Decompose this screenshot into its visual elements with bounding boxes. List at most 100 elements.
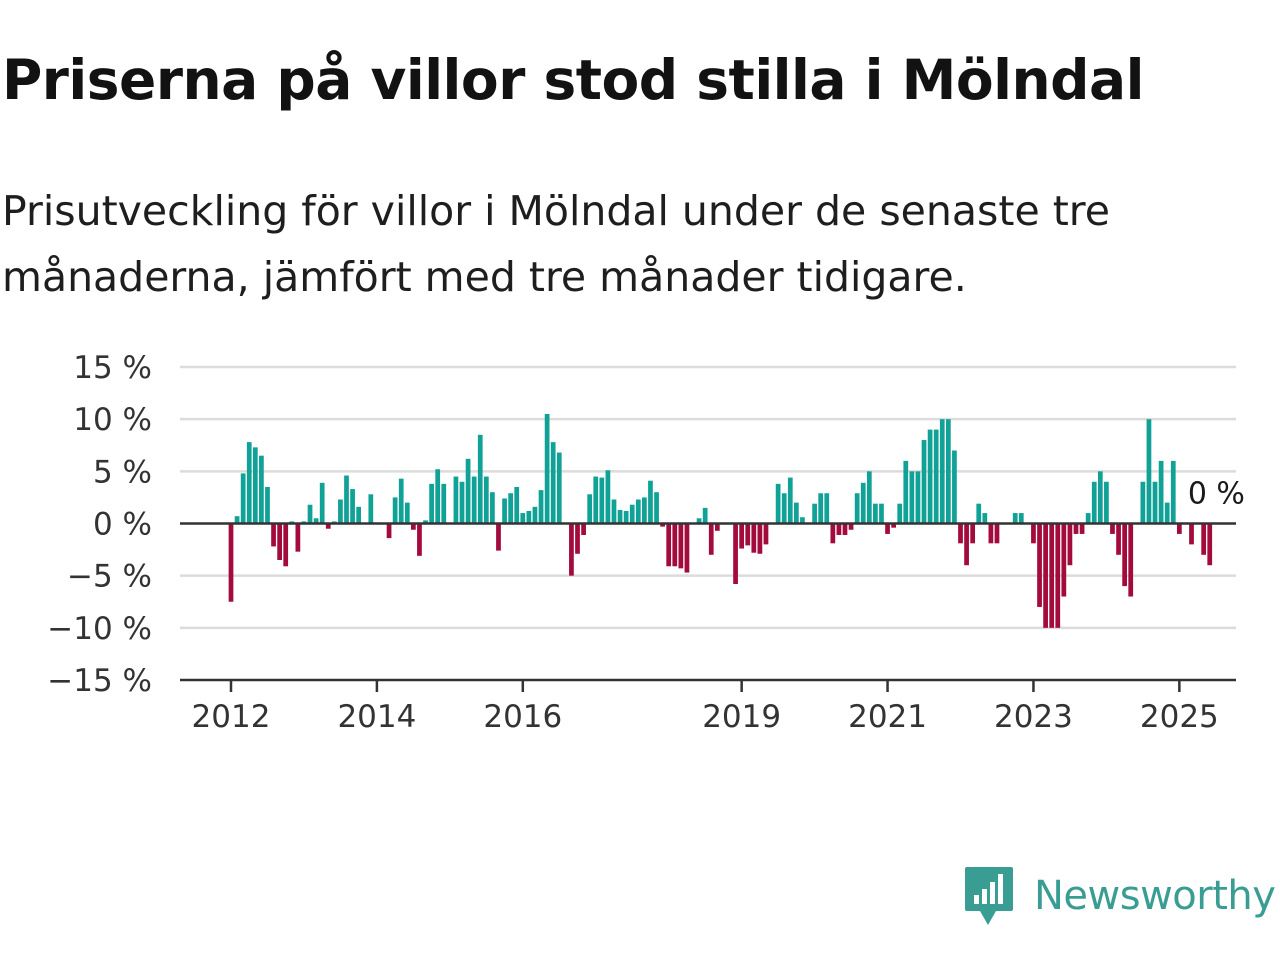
chart-subtitle: Prisutveckling för villor i Mölndal unde… (2, 187, 1110, 301)
bar (581, 523, 586, 535)
bar (994, 523, 1000, 544)
bar (508, 493, 514, 524)
y-tick-label: −15 % (47, 663, 152, 699)
bar (873, 503, 878, 524)
bar (1037, 523, 1042, 607)
bar (866, 471, 872, 524)
newsworthy-logo: Newsworthy (964, 864, 1276, 928)
bar (307, 504, 313, 524)
bar (976, 503, 982, 524)
bar (465, 458, 471, 524)
bar (757, 523, 763, 554)
bar (1110, 523, 1115, 534)
bar (514, 486, 520, 524)
bar (1122, 523, 1128, 587)
bar (283, 523, 289, 567)
bar (666, 523, 672, 567)
bar (970, 523, 976, 544)
y-tick-label: −5 % (67, 559, 152, 595)
chart-title: Priserna på villor stod stilla i Mölndal (2, 48, 1145, 112)
bar (483, 476, 489, 524)
bar (265, 486, 270, 524)
bar (812, 503, 817, 524)
bar (958, 523, 963, 544)
bar (587, 494, 593, 524)
bars (228, 413, 1213, 628)
bar (921, 440, 927, 524)
y-tick-label: 15 % (73, 350, 152, 386)
bar (502, 498, 507, 524)
bar (1061, 523, 1067, 597)
bar (1146, 419, 1152, 524)
bar (496, 523, 501, 551)
x-tick-label: 2016 (483, 699, 562, 735)
bar (763, 523, 769, 545)
x-tick-label: 2025 (1140, 699, 1219, 735)
bar (1207, 523, 1213, 566)
bar (1201, 523, 1207, 555)
bar (1128, 523, 1134, 597)
bar (520, 513, 526, 524)
bar-chart: 15 %10 %5 %0 %−5 %−10 %−15 % 2012 2014 201… (47, 350, 1245, 735)
bar (684, 523, 690, 573)
bar (569, 523, 574, 576)
bar (775, 483, 781, 524)
bar (477, 434, 483, 524)
bar (1067, 523, 1073, 566)
bar (575, 523, 580, 554)
bar (228, 523, 234, 602)
bar (605, 470, 611, 524)
x-axis-ticks: 2012 2014 2016 2019 2021 2023 2025 (192, 680, 1219, 735)
bar (678, 523, 684, 569)
bar (793, 502, 799, 524)
bar (927, 429, 933, 524)
bar (836, 523, 842, 535)
bar (654, 492, 659, 524)
bar (696, 518, 702, 524)
bar (745, 523, 751, 546)
bar (277, 523, 282, 561)
x-tick-label: 2019 (702, 699, 781, 735)
bar (611, 499, 617, 524)
bar (1097, 471, 1103, 524)
axes (180, 522, 1236, 682)
bar (350, 489, 355, 524)
bar (623, 510, 629, 524)
bar (800, 517, 805, 524)
bar (830, 523, 836, 544)
newsworthy-logo-icon (965, 867, 1013, 925)
bar (751, 523, 757, 553)
bar (471, 476, 477, 524)
bar (441, 483, 447, 524)
bar (982, 513, 988, 524)
bar (252, 447, 258, 524)
bar (909, 471, 915, 524)
bar (423, 520, 428, 524)
bar (271, 523, 276, 547)
bar (593, 476, 599, 524)
bar (1079, 523, 1085, 534)
bar (453, 476, 459, 524)
bar (1091, 481, 1097, 524)
bar (787, 477, 793, 524)
bar (1055, 523, 1061, 628)
bar (714, 523, 720, 531)
bar (1152, 481, 1158, 524)
brand-name: Newsworthy (1034, 873, 1276, 919)
bar (1049, 523, 1055, 628)
bar (1031, 523, 1036, 544)
bar (295, 523, 301, 552)
bar (459, 481, 465, 524)
bar (860, 482, 866, 524)
bar (848, 523, 854, 530)
y-tick-label: 0 % (93, 507, 152, 543)
bar (1018, 513, 1024, 524)
bar (538, 490, 544, 524)
bar (660, 523, 665, 527)
y-tick-label: 10 % (73, 402, 152, 438)
bar (1116, 523, 1121, 555)
bar (891, 523, 896, 528)
bar (325, 523, 331, 529)
bar (368, 494, 374, 524)
bar (885, 523, 890, 534)
